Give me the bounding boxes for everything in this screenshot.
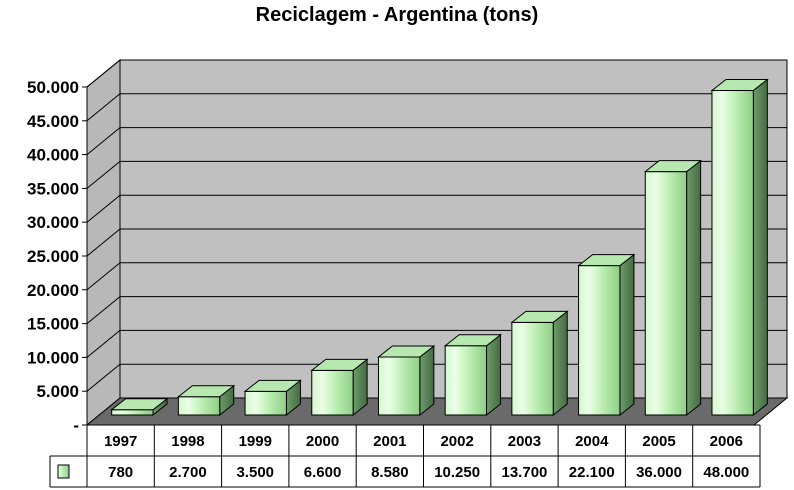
- category-label: 1999: [239, 433, 272, 450]
- bar-front: [177, 396, 221, 416]
- bar-side: [419, 344, 435, 417]
- gridline-side: [86, 330, 121, 358]
- bar-top: [710, 79, 769, 92]
- bar-side: [619, 253, 635, 417]
- y-tick-label: -: [73, 416, 79, 435]
- category-label: 1997: [104, 433, 137, 450]
- y-tick-label: 25.000: [27, 247, 79, 266]
- bar-top: [577, 254, 636, 267]
- category-label: 1998: [171, 433, 204, 450]
- y-tick-label: 45.000: [27, 112, 79, 131]
- bar: [176, 384, 236, 417]
- category-label: 2002: [440, 433, 473, 450]
- bar-front: [711, 90, 754, 416]
- value-label: 10.250: [434, 464, 480, 481]
- data-table: 1997 780 1998 2.700 1999 3.500 2000 6.600 2001 8.…: [49, 424, 761, 488]
- bar-side: [486, 333, 502, 417]
- category-label: 2004: [575, 433, 609, 450]
- category-label: 2003: [508, 433, 541, 450]
- bar: [510, 310, 569, 417]
- value-label: 48.000: [703, 464, 749, 481]
- bars: [110, 78, 769, 417]
- y-tick-label: 15.000: [27, 315, 79, 334]
- gridline-side: [86, 93, 121, 122]
- bar-front: [244, 390, 287, 416]
- bar: [377, 344, 436, 417]
- y-tick-label: 30.000: [27, 213, 79, 232]
- y-tick-label: 40.000: [27, 146, 79, 165]
- bar-front: [111, 409, 154, 416]
- bar-top: [310, 358, 369, 371]
- chart-title: Reciclagem - Argentina (tons): [255, 4, 539, 26]
- bar-top: [510, 310, 569, 323]
- y-tick-label: 50.000: [27, 78, 79, 97]
- value-label: 36.000: [636, 464, 682, 481]
- bar: [443, 333, 502, 417]
- y-tick-label: 20.000: [27, 281, 79, 300]
- value-label: 3.500: [236, 464, 274, 481]
- bar-top: [243, 379, 302, 392]
- bar-top: [110, 398, 169, 411]
- y-axis: - 5.000 10.000 15.000 20.000 25.000 30.000 35.0…: [27, 78, 87, 435]
- bar: [643, 159, 703, 417]
- bar: [710, 78, 769, 417]
- bar-front: [644, 171, 688, 416]
- bar-top: [443, 334, 502, 347]
- category-label: 2006: [710, 433, 743, 450]
- value-label: 22.100: [569, 464, 615, 481]
- category-label: 2000: [306, 433, 339, 450]
- bar-top: [377, 345, 436, 358]
- gridline-side: [86, 194, 121, 223]
- bar-front: [377, 356, 421, 416]
- category-label: 2001: [373, 433, 406, 450]
- bar-top: [643, 160, 703, 173]
- y-tick-label: 10.000: [27, 348, 79, 367]
- gridline-side: [86, 127, 121, 155]
- y-tick-label: 35.000: [27, 179, 79, 198]
- value-label: 2.700: [169, 464, 207, 481]
- gridline-side: [86, 363, 121, 392]
- gridline-side: [86, 161, 121, 189]
- bar-top: [176, 385, 236, 398]
- bar-side: [552, 310, 568, 417]
- bar-side: [686, 159, 702, 417]
- gridline-side: [86, 59, 121, 88]
- category-label: 2005: [642, 433, 675, 450]
- y-tick-label: 5.000: [36, 382, 79, 401]
- bar: [310, 358, 369, 417]
- gridline-side: [86, 228, 121, 257]
- bar: [110, 397, 169, 417]
- bar-front: [311, 369, 354, 416]
- gridline-side: [86, 296, 121, 324]
- value-label: 6.600: [304, 464, 342, 481]
- gridline-side: [86, 262, 121, 291]
- bar: [243, 379, 302, 417]
- bar-front: [511, 321, 554, 416]
- value-label: 8.580: [371, 464, 409, 481]
- legend-key: [57, 464, 70, 479]
- bar-side: [752, 78, 768, 417]
- value-label: 780: [108, 464, 133, 481]
- bar: [577, 253, 636, 417]
- value-label: 13.700: [502, 464, 548, 481]
- bar-front: [578, 265, 621, 416]
- bar-front: [444, 345, 488, 416]
